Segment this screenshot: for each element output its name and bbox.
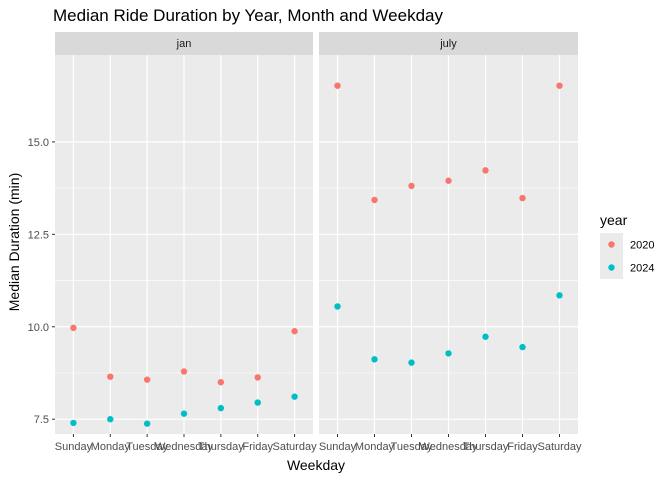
- facet-strip: [319, 32, 578, 55]
- point-jan-2024-Sunday: [70, 419, 77, 427]
- x-tick-label: Tuesday: [126, 441, 168, 453]
- y-axis-title: Median Duration (min): [6, 173, 22, 312]
- point-jan-2024-Thursday: [217, 404, 225, 412]
- facets: janSundayMondayTuesdayWednesdayThursdayF…: [55, 32, 582, 453]
- facet-panel-jan: jan SundayMondayTuesdayWednesdayThursdayF…: [55, 32, 317, 453]
- x-tick-label: Sunday: [55, 441, 93, 453]
- y-tick-label: 12.5: [28, 229, 49, 241]
- point-jan-2024-Friday: [254, 399, 261, 406]
- legend-label-2020: 2020: [630, 240, 654, 252]
- legend-key-2020: [608, 241, 615, 248]
- point-july-2020-Tuesday: [408, 182, 415, 190]
- point-jan-2024-Monday: [107, 416, 114, 423]
- y-tick-label: 10.0: [28, 322, 49, 334]
- facet-strip-label: jan: [176, 38, 192, 50]
- point-july-2024-Sunday: [334, 303, 341, 310]
- point-jan-2020-Sunday: [70, 324, 77, 332]
- point-jan-2020-Saturday: [291, 328, 298, 335]
- legend-title: year: [600, 212, 628, 228]
- x-tick-label: Wednesday: [420, 441, 478, 453]
- x-tick-label: Thursday: [198, 441, 244, 453]
- y-tick-label: 7.5: [34, 414, 49, 426]
- y-axis: 7.5 10.0 12.5 15.0: [28, 137, 55, 426]
- point-july-2024-Thursday: [482, 333, 489, 340]
- y-tick-label: 15.0: [28, 137, 49, 149]
- point-july-2020-Wednesday: [445, 177, 452, 184]
- point-jan-2024-Tuesday: [143, 420, 151, 427]
- x-axis-title: Weekday: [287, 457, 345, 473]
- point-july-2020-Thursday: [482, 167, 489, 174]
- point-july-2024-Wednesday: [445, 350, 452, 357]
- point-jan-2024-Saturday: [291, 393, 298, 400]
- point-july-2024-Tuesday: [408, 359, 415, 366]
- point-july-2024-Monday: [371, 356, 378, 363]
- x-tick-label: Monday: [355, 441, 395, 453]
- legend: year 2020 2024: [600, 212, 654, 279]
- chart-title: Median Ride Duration by Year, Month and …: [53, 6, 443, 25]
- x-tick-label: Saturday: [273, 441, 318, 453]
- point-jan-2020-Thursday: [217, 379, 225, 386]
- point-july-2024-Saturday: [556, 292, 563, 299]
- point-july-2024-Friday: [519, 343, 526, 351]
- facet-panel-july: july SundayMondayTuesdayWednesdayThursday…: [319, 32, 582, 453]
- x-tick-label: Monday: [91, 441, 131, 453]
- point-july-2020-Monday: [371, 196, 378, 204]
- point-july-2020-Saturday: [556, 82, 563, 89]
- x-tick-label: Friday: [507, 441, 538, 453]
- facet-strip: [55, 32, 313, 55]
- point-jan-2020-Wednesday: [180, 368, 188, 375]
- point-jan-2020-Friday: [254, 374, 261, 381]
- x-tick-label: Thursday: [463, 441, 509, 453]
- point-july-2020-Sunday: [334, 82, 341, 89]
- facet-strip-label: july: [439, 38, 457, 50]
- legend-label-2024: 2024: [630, 263, 654, 275]
- point-jan-2020-Monday: [107, 373, 114, 380]
- x-tick-label: Sunday: [319, 441, 357, 453]
- x-tick-label: Saturday: [537, 441, 582, 453]
- x-tick-label: Friday: [242, 441, 273, 453]
- point-jan-2020-Tuesday: [143, 376, 151, 383]
- legend-key-2024: [608, 264, 615, 271]
- x-tick-label: Wednesday: [155, 441, 213, 453]
- point-july-2020-Friday: [519, 194, 526, 202]
- point-jan-2024-Wednesday: [180, 410, 188, 417]
- x-tick-label: Tuesday: [391, 441, 433, 453]
